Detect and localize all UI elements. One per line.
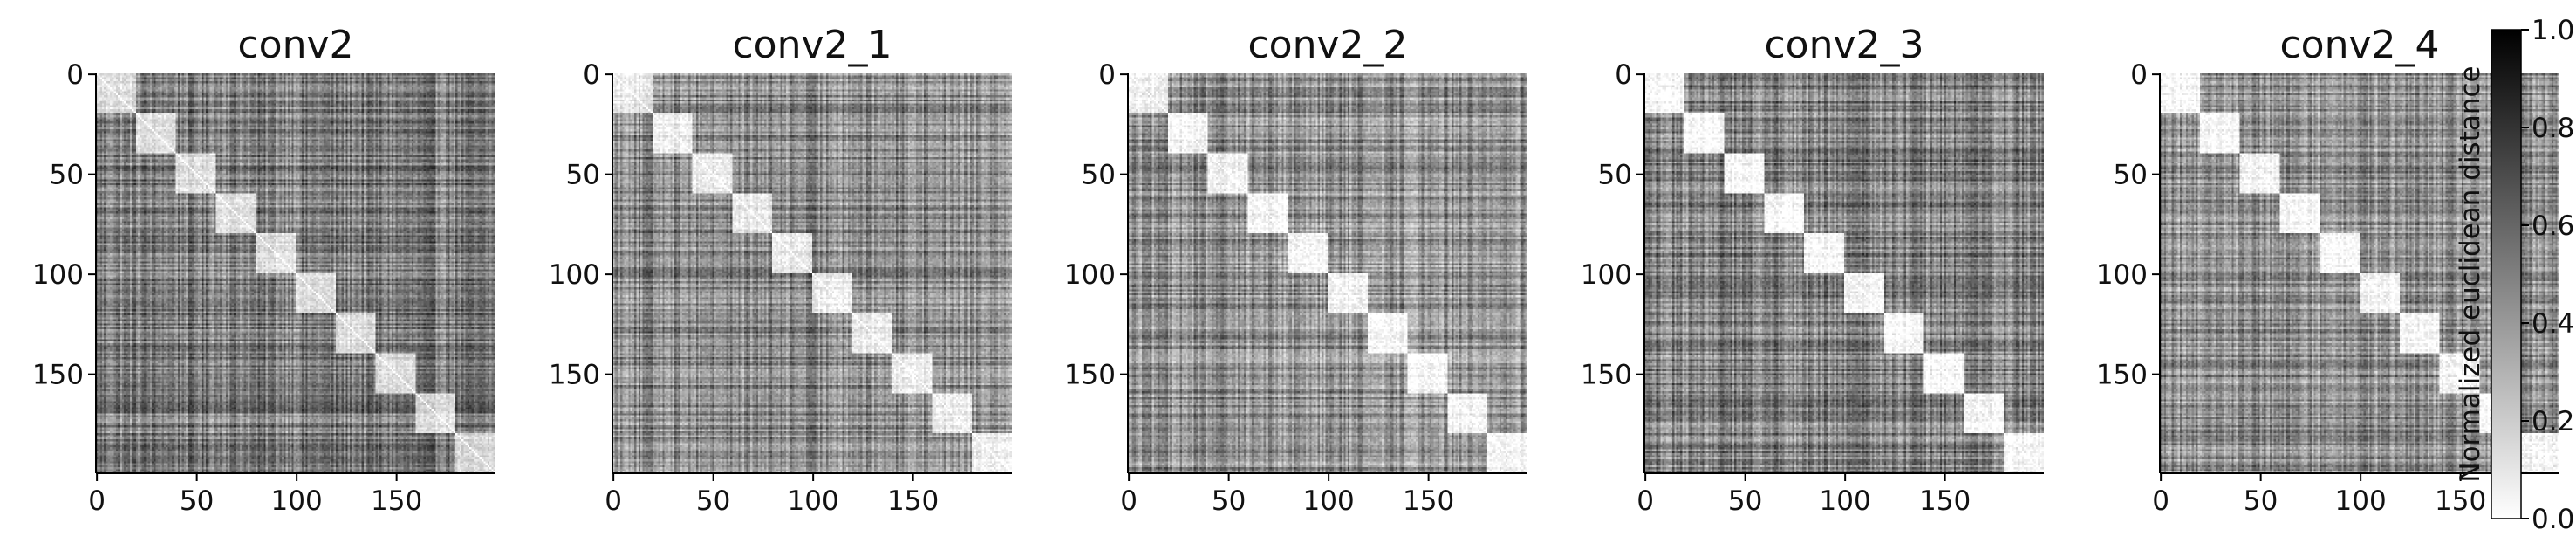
y-tick-label: 100 bbox=[1581, 259, 1632, 291]
x-tick-label: 50 bbox=[1728, 485, 1762, 517]
x-tick-label: 0 bbox=[605, 485, 622, 517]
x-tick-label: 100 bbox=[1820, 485, 1871, 517]
x-tick-label: 50 bbox=[1212, 485, 1246, 517]
x-tick-label: 0 bbox=[1636, 485, 1654, 517]
y-tick-label: 100 bbox=[1064, 259, 1116, 291]
y-tick-label: 150 bbox=[549, 360, 600, 391]
colorbar-gradient bbox=[2491, 29, 2522, 519]
y-tick-label: 150 bbox=[2096, 360, 2148, 391]
y-tick-label: 100 bbox=[2096, 259, 2148, 291]
x-tick-label: 0 bbox=[2152, 485, 2169, 517]
x-tick-label: 50 bbox=[2244, 485, 2278, 517]
colorbar-tick-label: 0.2 bbox=[2532, 406, 2574, 437]
y-tick-label: 50 bbox=[50, 160, 84, 191]
heatmap-panel-4: conv2_3 0 50 100 150 0 50 100 150 bbox=[1581, 23, 2044, 517]
panel-title: conv2_3 bbox=[1764, 23, 1923, 67]
colorbar-tick-label: 0.8 bbox=[2532, 113, 2574, 144]
colorbar: 0.0 0.2 0.4 0.6 0.8 1.0 Normalized euclidean d… bbox=[2455, 15, 2574, 535]
colorbar-tick-label: 0.0 bbox=[2532, 504, 2574, 535]
y-tick-label: 0 bbox=[2130, 59, 2148, 91]
x-tick-label: 150 bbox=[1403, 485, 1454, 517]
colorbar-label: Normalized euclidean distance bbox=[2455, 65, 2486, 482]
x-tick-label: 150 bbox=[887, 485, 939, 517]
panel-title: conv2_1 bbox=[732, 23, 892, 67]
y-tick-label: 50 bbox=[1082, 160, 1116, 191]
y-tick-label: 150 bbox=[1581, 360, 1632, 391]
x-tick-label: 150 bbox=[1919, 485, 1971, 517]
y-tick-label: 0 bbox=[583, 59, 600, 91]
x-tick-label: 0 bbox=[1120, 485, 1138, 517]
heatmap-image bbox=[1644, 73, 2044, 473]
x-tick-label: 150 bbox=[371, 485, 422, 517]
x-tick-label: 0 bbox=[88, 485, 106, 517]
colorbar-tick-label: 1.0 bbox=[2532, 15, 2574, 46]
x-tick-label: 100 bbox=[271, 485, 323, 517]
y-tick-label: 150 bbox=[1064, 360, 1116, 391]
y-tick-label: 0 bbox=[1615, 59, 1632, 91]
heatmap-panel-2: conv2_1 0 50 100 150 0 50 100 150 bbox=[549, 23, 1012, 517]
x-tick-label: 150 bbox=[2435, 485, 2486, 517]
y-tick-label: 50 bbox=[2114, 160, 2148, 191]
panel-title: conv2_2 bbox=[1247, 23, 1407, 67]
panel-title: conv2 bbox=[237, 23, 353, 67]
x-tick-label: 100 bbox=[788, 485, 839, 517]
colorbar-tick-label: 0.6 bbox=[2532, 210, 2574, 242]
x-tick-label: 100 bbox=[2335, 485, 2387, 517]
y-tick-label: 50 bbox=[566, 160, 600, 191]
y-tick-label: 100 bbox=[32, 259, 84, 291]
x-tick-label: 50 bbox=[180, 485, 214, 517]
colorbar-tick-label: 0.4 bbox=[2532, 308, 2574, 340]
y-tick-label: 100 bbox=[549, 259, 600, 291]
x-tick-label: 100 bbox=[1303, 485, 1355, 517]
y-tick-label: 0 bbox=[1098, 59, 1116, 91]
x-tick-label: 50 bbox=[696, 485, 730, 517]
y-tick-label: 50 bbox=[1598, 160, 1632, 191]
heatmap-panel-3: conv2_2 0 50 100 150 0 50 100 150 bbox=[1064, 23, 1527, 517]
heatmap-image bbox=[1128, 73, 1527, 473]
heatmap-panel-5: conv2_4 0 50 100 150 0 50 100 150 bbox=[2096, 23, 2559, 517]
y-tick-label: 0 bbox=[66, 59, 84, 91]
panel-title: conv2_4 bbox=[2279, 23, 2439, 67]
y-tick-label: 150 bbox=[32, 360, 84, 391]
heatmap-image bbox=[612, 73, 1012, 473]
heatmap-image bbox=[96, 73, 495, 473]
heatmap-panel-1: conv2 0 50 100 150 0 50 100 150 bbox=[32, 23, 495, 517]
